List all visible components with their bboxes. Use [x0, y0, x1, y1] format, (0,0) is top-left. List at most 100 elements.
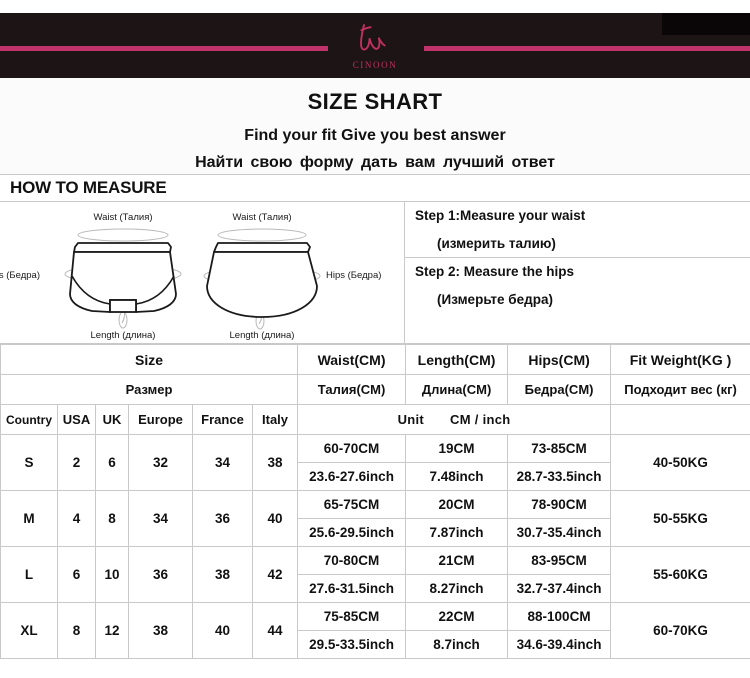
- row-usa-l: 6: [57, 546, 96, 603]
- table-row: S 2 6 32 34 38 60-70CM 19CM 73-85CM 40-5…: [0, 434, 750, 491]
- step-2-translation: (Измерьте бедра): [437, 292, 553, 307]
- header-waist-ru: Талия(CM): [297, 374, 407, 405]
- header-length-ru: Длина(CM): [405, 374, 509, 405]
- row-hips-cm-xl: 88-100CM: [507, 602, 612, 631]
- table-row: XL 8 12 38 40 44 75-85CM 22CM 88-100CM 6…: [0, 602, 750, 659]
- row-length-cm-l: 21CM: [405, 546, 509, 575]
- row-usa-s: 2: [57, 434, 96, 491]
- row-weight-m: 50-55KG: [610, 490, 750, 547]
- svg-text:Hips (Бедра): Hips (Бедра): [326, 270, 381, 281]
- row-length-cm-m: 20CM: [405, 490, 509, 519]
- row-hips-in-s: 28.7-33.5inch: [507, 462, 612, 491]
- row-waist-cm-s: 60-70CM: [297, 434, 407, 463]
- row-italy-s: 38: [251, 434, 299, 491]
- unit-weight-blank: [610, 404, 750, 435]
- row-length-in-xl: 8.7inch: [405, 630, 509, 659]
- row-hips-in-l: 32.7-37.4inch: [507, 574, 612, 603]
- row-hips-in-m: 30.7-35.4inch: [507, 518, 612, 547]
- header-uk: UK: [95, 404, 129, 435]
- page-title: SIZE SHART: [307, 89, 443, 114]
- row-hips-in-xl: 34.6-39.4inch: [507, 630, 612, 659]
- diagram-panel: Waist (Талия) Hips (Бедра) Length (длина…: [0, 202, 405, 344]
- row-uk-xl: 12: [95, 602, 129, 659]
- unit-row: Unit CM / inch: [297, 404, 612, 435]
- brand-logo: CINOON: [0, 13, 750, 78]
- table-country-row: Country USA UK Europe France Italy Unit …: [0, 404, 750, 435]
- svg-text:Waist (Талия): Waist (Талия): [93, 212, 152, 223]
- header-size-ru: Размер: [0, 374, 299, 405]
- row-waist-in-m: 25.6-29.5inch: [297, 518, 407, 547]
- table-row: M 4 8 34 36 40 65-75CM 20CM 78-90CM 50-5…: [0, 490, 750, 547]
- row-france-xl: 40: [192, 602, 253, 659]
- row-usa-m: 4: [57, 490, 96, 547]
- header-weight-en: Fit Weight(KG ): [610, 344, 750, 375]
- row-europe-l: 36: [128, 546, 193, 603]
- unit-value: CM / inch: [450, 412, 511, 427]
- row-length-cm-s: 19CM: [405, 434, 509, 463]
- row-europe-s: 32: [128, 434, 193, 491]
- row-italy-m: 40: [251, 490, 299, 547]
- step-1-title: Step 1:Measure your waist: [415, 208, 586, 223]
- row-waist-cm-l: 70-80CM: [297, 546, 407, 575]
- row-uk-l: 10: [95, 546, 129, 603]
- header-hips-ru: Бедра(CM): [507, 374, 612, 405]
- header-hips-en: Hips(CM): [507, 344, 612, 375]
- table-row: L 6 10 36 38 42 70-80CM 21CM 83-95CM 55-…: [0, 546, 750, 603]
- measure-section: Waist (Талия) Hips (Бедра) Length (длина…: [0, 202, 750, 344]
- row-weight-xl: 60-70KG: [610, 602, 750, 659]
- row-italy-l: 42: [251, 546, 299, 603]
- title-block: SIZE SHART Find your fit Give you best a…: [0, 78, 750, 174]
- row-length-in-m: 7.87inch: [405, 518, 509, 547]
- row-hips-cm-s: 73-85CM: [507, 434, 612, 463]
- row-waist-in-xl: 29.5-33.5inch: [297, 630, 407, 659]
- table-row-inch: 25.6-29.5inch 7.87inch 30.7-35.4inch: [1, 518, 750, 547]
- row-waist-in-l: 27.6-31.5inch: [297, 574, 407, 603]
- row-france-s: 34: [192, 434, 253, 491]
- row-weight-l: 55-60KG: [610, 546, 750, 603]
- brand-name: CINOON: [352, 60, 398, 70]
- banner-corner-patch: [662, 13, 750, 35]
- steps-panel: Step 1:Measure your waist (измерить тали…: [405, 202, 750, 344]
- header-europe: Europe: [128, 404, 193, 435]
- step-1-translation: (измерить талию): [437, 236, 556, 251]
- table-row-inch: 29.5-33.5inch 8.7inch 34.6-39.4inch: [1, 630, 750, 659]
- how-to-measure-bar: HOW TO MEASURE: [0, 174, 750, 202]
- table-header-row-en: Size Waist(CM) Length(CM) Hips(CM) Fit W…: [0, 344, 750, 375]
- row-hips-cm-m: 78-90CM: [507, 490, 612, 519]
- row-length-in-l: 8.27inch: [405, 574, 509, 603]
- header-france: France: [192, 404, 253, 435]
- row-france-m: 36: [192, 490, 253, 547]
- row-waist-cm-m: 65-75CM: [297, 490, 407, 519]
- row-uk-s: 6: [95, 434, 129, 491]
- header-size-en: Size: [0, 344, 299, 375]
- row-length-in-s: 7.48inch: [405, 462, 509, 491]
- row-uk-m: 8: [95, 490, 129, 547]
- size-table: Size Waist(CM) Length(CM) Hips(CM) Fit W…: [0, 344, 750, 659]
- svg-text:Length (длина): Length (длина): [91, 330, 156, 341]
- row-size-l: L: [0, 546, 58, 603]
- row-waist-cm-xl: 75-85CM: [297, 602, 407, 631]
- header-length-en: Length(CM): [405, 344, 509, 375]
- header-country: Country: [0, 404, 58, 435]
- row-size-s: S: [0, 434, 58, 491]
- ln-monogram-icon: [348, 21, 402, 62]
- garment-diagrams: Waist (Талия) Hips (Бедра) Length (длина…: [0, 212, 381, 341]
- row-weight-s: 40-50KG: [610, 434, 750, 491]
- row-europe-m: 34: [128, 490, 193, 547]
- row-usa-xl: 8: [57, 602, 96, 659]
- subtitle-russian: Найти свою форму дать вам лучший ответ: [195, 154, 555, 171]
- row-italy-xl: 44: [251, 602, 299, 659]
- row-length-cm-xl: 22CM: [405, 602, 509, 631]
- table-header-row-ru: Размер Талия(CM) Длина(CM) Бедра(CM) Под…: [0, 374, 750, 405]
- row-france-l: 38: [192, 546, 253, 603]
- header-weight-ru: Подходит вес (кг): [610, 374, 750, 405]
- row-europe-xl: 38: [128, 602, 193, 659]
- header-usa: USA: [57, 404, 96, 435]
- how-to-measure-label: HOW TO MEASURE: [10, 178, 167, 197]
- row-size-m: M: [0, 490, 58, 547]
- table-row-inch: 23.6-27.6inch 7.48inch 28.7-33.5inch: [1, 462, 750, 491]
- row-hips-cm-l: 83-95CM: [507, 546, 612, 575]
- brand-banner: CINOON: [0, 13, 750, 78]
- unit-label: Unit: [397, 412, 425, 427]
